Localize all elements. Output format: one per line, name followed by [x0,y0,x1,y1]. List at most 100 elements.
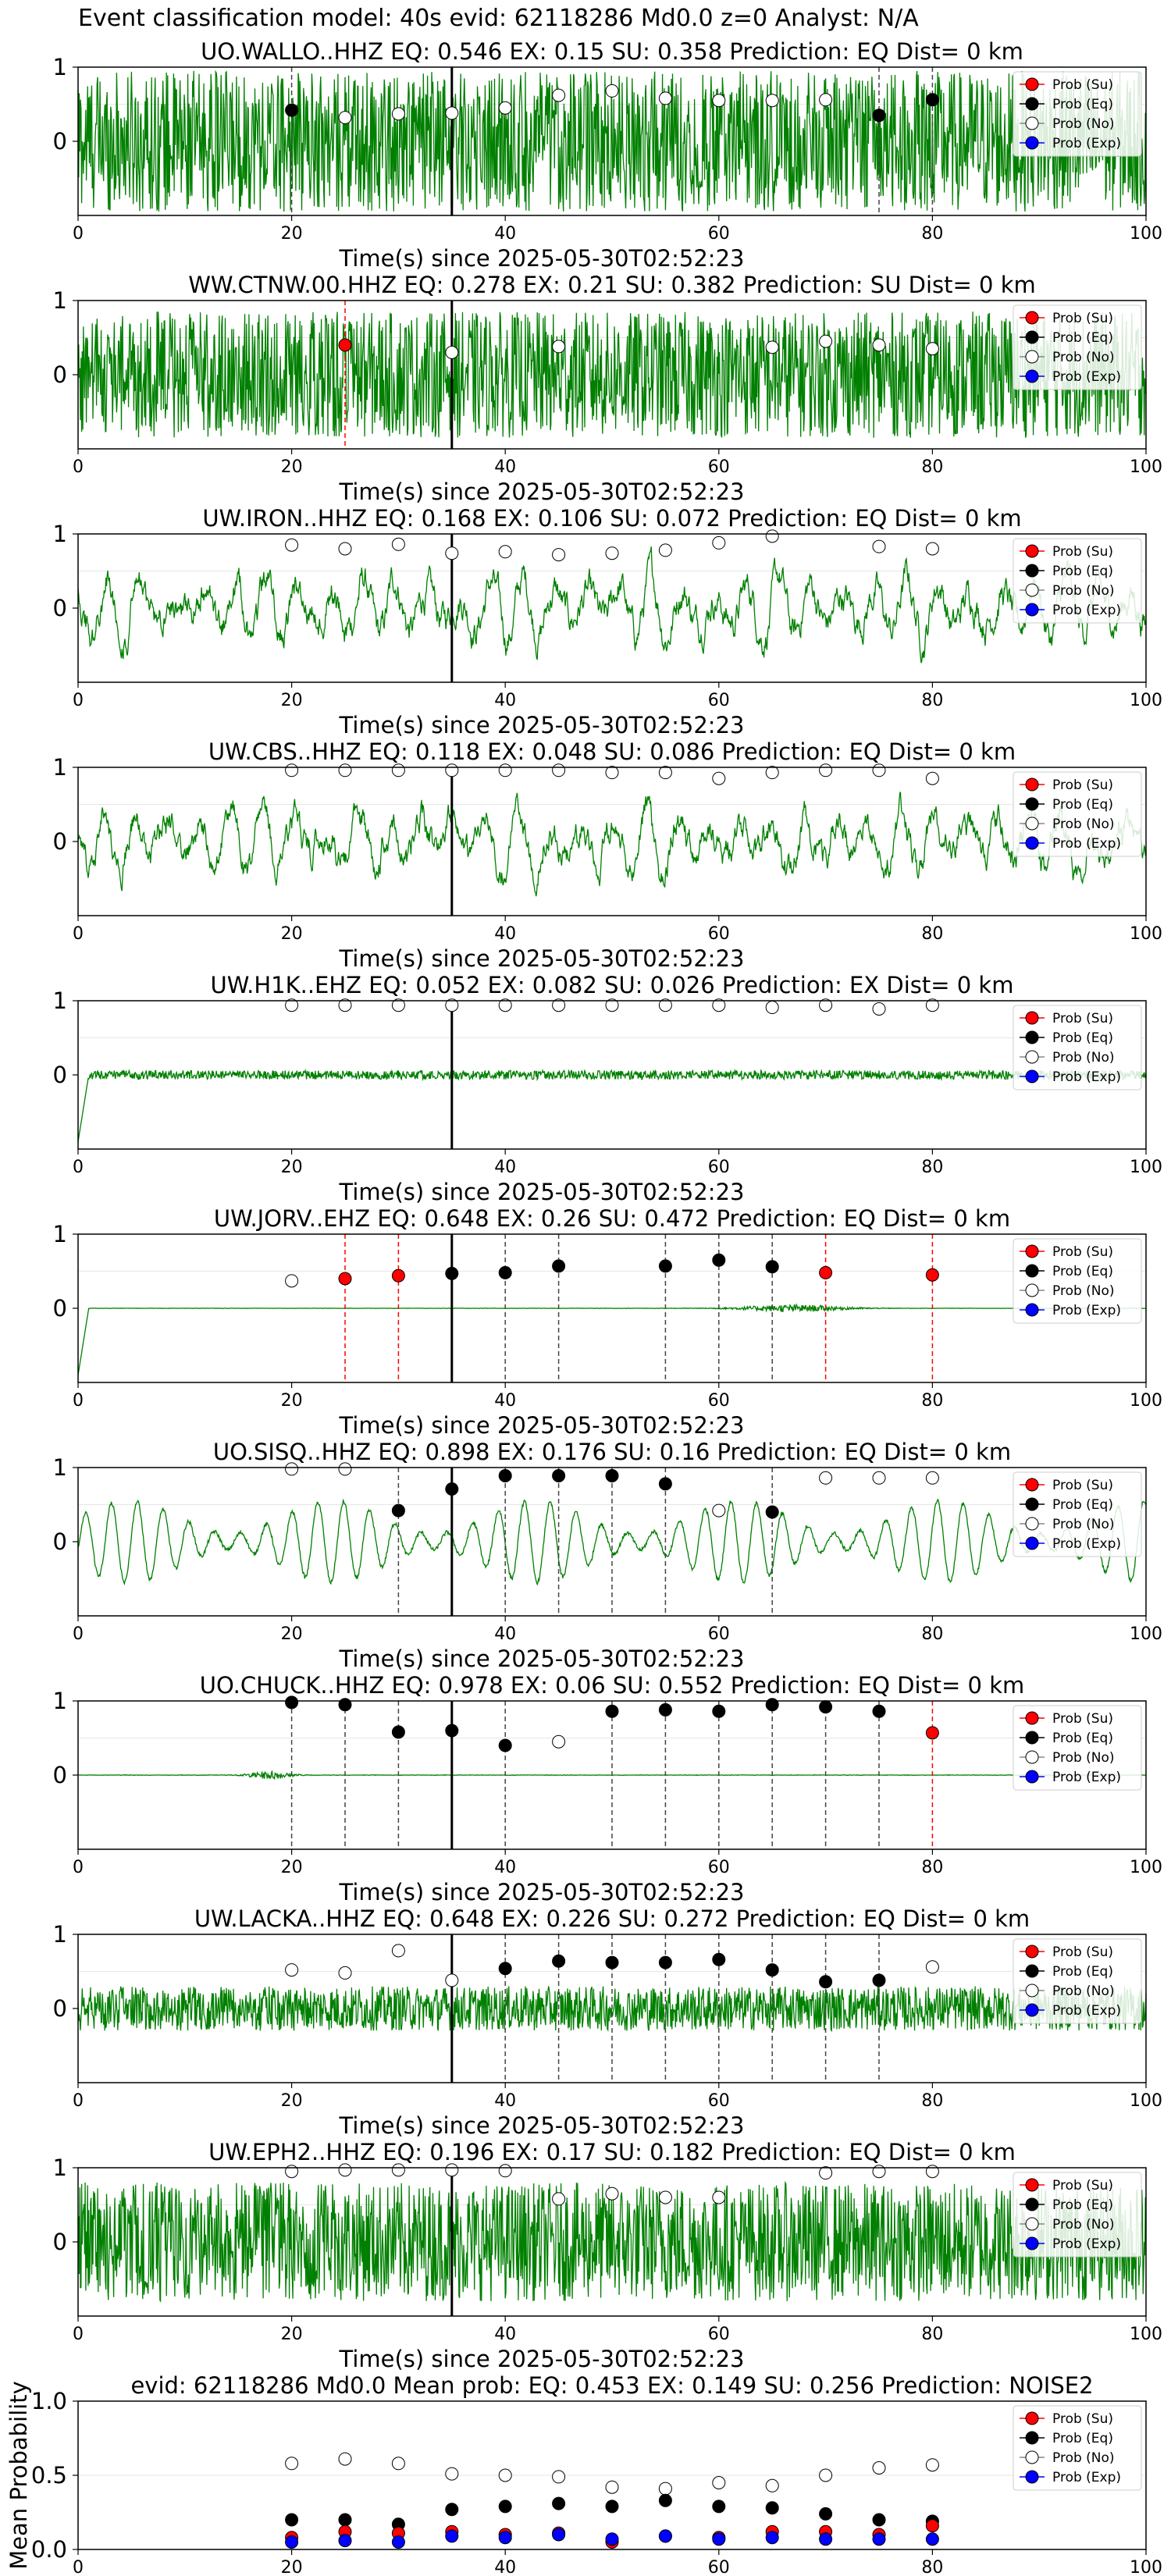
prob-point-eq [819,2507,833,2521]
y-tick-label: 1 [53,2154,67,2181]
panel-title: UO.WALLO..HHZ EQ: 0.546 EX: 0.15 SU: 0.3… [201,38,1023,65]
legend-marker-eq [1025,330,1039,344]
prob-point-eq [658,1477,672,1491]
legend-marker-su [1025,777,1039,792]
x-tick-label: 100 [1130,2091,1162,2111]
y-tick-label: 1 [53,287,67,314]
prob-point-no [391,2457,405,2471]
legend-box [1013,2172,1142,2258]
prob-point-no [925,542,939,556]
prob-point-eq [552,1259,566,1273]
x-tick-label: 0 [73,924,84,944]
prob-point-eq [391,1725,405,1739]
legend-box [1013,538,1142,624]
prob-point-exp [552,2528,566,2542]
x-tick-label: 60 [708,1391,730,1411]
prob-point-no [285,1274,299,1288]
legend-label: Prob (Exp) [1052,1770,1121,1785]
prob-point-exp [872,2532,886,2546]
prob-point-exp [605,2532,619,2546]
prob-point-no [445,106,459,120]
prob-point-no [658,543,672,557]
legend-marker-su [1025,1478,1039,1492]
panel-title: UW.EPH2..HHZ EQ: 0.196 EX: 0.17 SU: 0.18… [208,2139,1016,2165]
x-tick-label: 60 [708,924,730,944]
prob-point-eq [872,1973,886,1987]
x-tick-label: 80 [921,2091,943,2111]
legend-marker-su [1025,1011,1039,1025]
x-tick-label: 40 [494,1624,516,1644]
x-tick-label: 100 [1130,457,1162,477]
prob-point-no [765,1001,779,1015]
prob-point-exp [765,2531,779,2545]
legend-label: Prob (No) [1052,817,1115,832]
x-tick-label: 100 [1130,1858,1162,1877]
x-tick-label: 60 [708,1158,730,1177]
prob-point-no [338,998,352,1012]
prob-point-eq [445,2503,459,2517]
x-tick-label: 100 [1130,2325,1162,2344]
prob-point-no [925,771,939,785]
legend-marker-su [1025,544,1039,558]
prob-point-no [391,998,405,1012]
legend-marker-eq [1025,1497,1039,1511]
y-tick-label: 0 [53,1295,67,1322]
prob-point-no [712,998,726,1012]
prob-point-no [819,998,833,1012]
prob-point-eq [819,1700,833,1714]
prob-point-no [872,2461,886,2475]
prob-point-no [285,2165,299,2179]
prob-point-eq [338,2513,352,2527]
legend-marker-exp [1025,369,1039,383]
prob-point-no [872,1002,886,1016]
legend-label: Prob (No) [1052,1517,1115,1532]
prob-point-no [765,2478,779,2492]
prob-point-no [445,1973,459,1987]
prob-point-no [285,998,299,1012]
waveform-trace [77,2180,1147,2303]
panel-title: UW.CBS..HHZ EQ: 0.118 EX: 0.048 SU: 0.08… [208,738,1016,765]
x-tick-label: 80 [921,1858,943,1877]
prob-point-no [712,2190,726,2204]
legend-label: Prob (Eq) [1052,2197,1113,2213]
prob-point-no [925,1471,939,1485]
prob-point-eq [712,2500,726,2514]
x-tick-label: 60 [708,691,730,710]
legend-label: Prob (Exp) [1052,603,1121,618]
y-tick-label: 0 [53,2229,67,2255]
legend-marker-exp [1025,603,1039,617]
waveform-trace [77,311,1147,438]
legend-marker-no [1025,116,1039,130]
prob-point-su [925,1726,939,1740]
legend-label: Prob (Exp) [1052,1536,1121,1552]
legend-label: Prob (Eq) [1052,797,1113,813]
legend-label: Prob (Exp) [1052,2470,1121,2485]
legend-label: Prob (Su) [1052,1011,1113,1026]
x-tick-label: 80 [921,457,943,477]
y-tick-label: 0 [53,1762,67,1788]
prob-point-exp [658,2529,672,2543]
prob-point-eq [552,2496,566,2510]
prob-point-no [819,2468,833,2482]
legend-marker-eq [1025,797,1039,811]
legend-label: Prob (No) [1052,1283,1115,1299]
panel-title: UO.CHUCK..HHZ EQ: 0.978 EX: 0.06 SU: 0.5… [200,1672,1025,1699]
x-tick-label: 60 [708,2091,730,2111]
legend-label: Prob (No) [1052,1984,1115,1999]
legend-label: Prob (Eq) [1052,564,1113,579]
legend-marker-eq [1025,1264,1039,1278]
legend-box [1013,1705,1142,1791]
prob-point-no [338,542,352,556]
prob-point-eq [285,2513,299,2527]
y-tick-label: 1 [53,1921,67,1948]
legend-label: Prob (Eq) [1052,97,1113,112]
prob-point-no [391,1944,405,1958]
x-tick-label: 100 [1130,2558,1162,2576]
prob-point-no [552,88,566,102]
panel-title: UW.H1K..EHZ EQ: 0.052 EX: 0.082 SU: 0.02… [211,972,1014,998]
legend-box [1013,1471,1142,1557]
prob-point-no [445,346,459,359]
prob-point-eq [605,1955,619,1969]
x-tick-label: 40 [494,457,516,477]
x-tick-label: 0 [73,457,84,477]
